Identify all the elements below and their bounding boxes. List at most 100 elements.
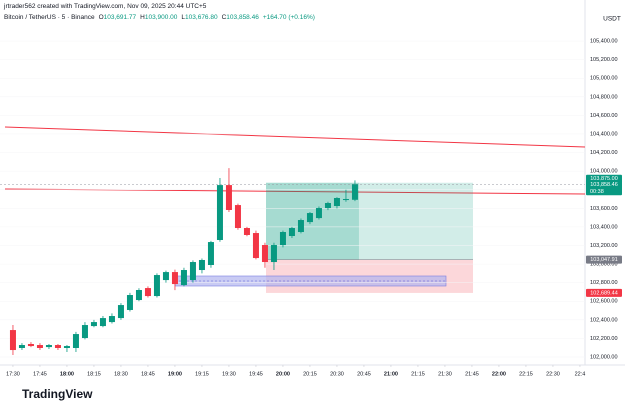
- x-tick-label: 22:00: [492, 371, 506, 377]
- x-tick-label: 19:15: [195, 371, 209, 377]
- logo: TradingView: [22, 387, 93, 401]
- candle-body: [216, 185, 223, 241]
- legend-value: 103,858.46: [226, 14, 259, 21]
- x-tick-label: 20:30: [330, 371, 344, 377]
- y-tick-label: 105,200.00: [590, 57, 618, 63]
- candle-body: [54, 345, 61, 348]
- x-tick-label: 19:00: [168, 371, 182, 377]
- x-tick-label: 18:15: [87, 371, 101, 377]
- candle-body: [252, 233, 259, 259]
- candle-body: [45, 345, 52, 348]
- candle-body: [99, 318, 106, 327]
- candle-body: [270, 245, 277, 263]
- currency: USDT: [603, 16, 621, 23]
- y-tick-label: 103,000.00: [590, 262, 618, 268]
- candle-body: [81, 325, 88, 339]
- candle-body: [18, 345, 25, 348]
- candle-body: [144, 288, 151, 297]
- candle-body: [90, 322, 97, 327]
- candle-body: [36, 345, 43, 348]
- candle-body: [63, 346, 70, 348]
- candle-body: [315, 208, 322, 219]
- trend-line: [4, 126, 586, 148]
- x-tick-label: 20:00: [276, 371, 290, 377]
- x-tick-label: 21:00: [384, 371, 398, 377]
- candle-body: [351, 184, 358, 200]
- legend: Bitcoin / TetherUS · 5 · Binance O103,69…: [4, 14, 315, 21]
- y-tick-label: 105,400.00: [590, 38, 618, 44]
- candle-body: [153, 275, 160, 297]
- candle-body: [135, 290, 142, 301]
- candle-body: [342, 199, 349, 201]
- y-tick-label: 102,200.00: [590, 336, 618, 342]
- legend-item: H103,900.00: [140, 14, 177, 21]
- candle-body: [108, 316, 115, 323]
- y-tick-label: 104,200.00: [590, 150, 618, 156]
- y-tick-label: 105,000.00: [590, 76, 618, 82]
- y-tick-label: 103,600.00: [590, 206, 618, 212]
- legend-key: H: [140, 14, 145, 21]
- candle-body: [225, 185, 232, 210]
- legend-value: 103,676.80: [185, 14, 218, 21]
- x-tick-label: 17:45: [33, 371, 47, 377]
- legend-item: O103,691.77: [99, 14, 137, 21]
- y-tick-label: 104,600.00: [590, 113, 618, 119]
- countdown: 00:38: [590, 189, 604, 195]
- legend-change: +164.70 (+0.16%): [262, 14, 315, 21]
- y-tick-label: 102,000.00: [590, 354, 618, 360]
- y-tick-label: 102,600.00: [590, 299, 618, 305]
- x-tick-label: 21:45: [465, 371, 479, 377]
- candle-body: [126, 295, 133, 310]
- x-tick-label: 21:15: [411, 371, 425, 377]
- candle-body: [171, 272, 178, 285]
- price-label: 102,689.44: [590, 290, 618, 296]
- legend-key: O: [98, 14, 104, 21]
- x-tick-label: 19:45: [249, 371, 263, 377]
- x-tick-label: 18:30: [114, 371, 128, 377]
- price-label-box: [586, 180, 622, 196]
- candle-body: [72, 334, 79, 348]
- x-tick-label: 18:45: [141, 371, 155, 377]
- y-tick-label: 104,000.00: [590, 169, 618, 175]
- price-label-box: [586, 288, 622, 297]
- legend-key: L: [181, 14, 186, 21]
- price-label-box: [586, 255, 622, 264]
- header: jrtrader562 created with TradingView.com…: [4, 3, 207, 10]
- y-tick-label: 104,400.00: [590, 131, 618, 137]
- price-label: 103,047.91: [590, 257, 618, 263]
- x-tick-label: 17:30: [6, 371, 20, 377]
- candle-body: [297, 220, 304, 233]
- x-tick-label: 22:30: [546, 371, 560, 377]
- candle-body: [180, 270, 187, 286]
- y-tick-label: 103,400.00: [590, 224, 618, 230]
- legend-item: C103,858.46: [222, 14, 259, 21]
- candle-body: [198, 259, 205, 271]
- y-tick-label: 103,200.00: [590, 243, 618, 249]
- x-tick-label: 21:30: [438, 371, 452, 377]
- candle-body: [324, 203, 331, 209]
- candle-body: [261, 245, 268, 263]
- candle-body: [306, 213, 313, 223]
- x-tick-label: 22:15: [519, 371, 533, 377]
- candle-body: [243, 228, 250, 235]
- legend-value: 103,691.77: [103, 14, 137, 21]
- y-tick-label: 102,800.00: [590, 280, 618, 286]
- x-tick-label: 19:30: [222, 371, 236, 377]
- candle-body: [162, 272, 169, 281]
- price-label: 103,858.46: [590, 182, 618, 188]
- candle-body: [9, 330, 16, 351]
- candle-body: [333, 198, 340, 206]
- y-tick-label: 104,800.00: [590, 94, 618, 100]
- candle-body: [279, 232, 286, 246]
- x-tick-label: 18:00: [60, 371, 74, 377]
- legend-item: L103,676.80: [181, 14, 217, 21]
- y-tick-label: 102,400.00: [590, 317, 618, 323]
- candle-body: [117, 305, 124, 319]
- candle-body: [189, 262, 196, 281]
- candle-body: [27, 343, 34, 347]
- candle-body: [207, 242, 214, 266]
- symbol: Bitcoin / TetherUS · 5 · Binance: [4, 14, 95, 21]
- x-tick-label: 22:4: [575, 371, 586, 377]
